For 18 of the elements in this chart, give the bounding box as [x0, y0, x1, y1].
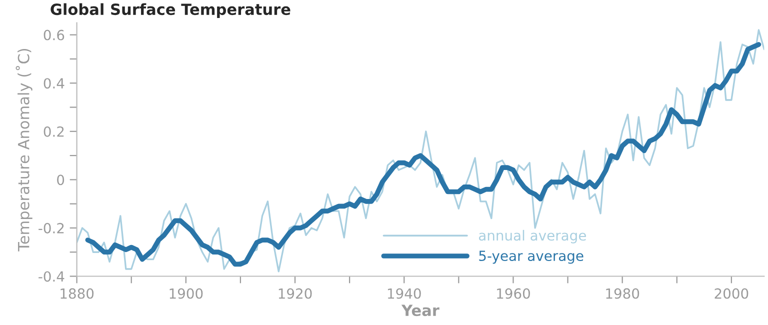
text: 5-year average [479, 250, 584, 264]
y-tick-label: 0.6 [44, 30, 64, 40]
x-tick-label: 1920 [278, 288, 312, 299]
y-tick-label: 0.4 [44, 78, 64, 89]
x-tick-label: 1900 [170, 288, 203, 299]
y-tick-label: 0.2 [44, 126, 64, 137]
y-tick-label: 0 [57, 174, 64, 186]
y-tick-label: -0.2 [38, 222, 64, 234]
x-tick-label: 1960 [497, 288, 530, 299]
series-label: annual average [478, 230, 586, 244]
y-axis-title: Temperature Anomaly (˚C) [16, 48, 32, 252]
x-tick-label: 1980 [606, 288, 640, 299]
x-tick-label: 1880 [60, 288, 94, 299]
x-axis-title: Year [401, 304, 440, 316]
x-tick-label: 1940 [388, 288, 421, 299]
x-tick-label: 2000 [714, 288, 748, 299]
chart-title: Global Surface Temperature [50, 3, 290, 18]
y-tick-label: -0.4 [38, 271, 64, 282]
